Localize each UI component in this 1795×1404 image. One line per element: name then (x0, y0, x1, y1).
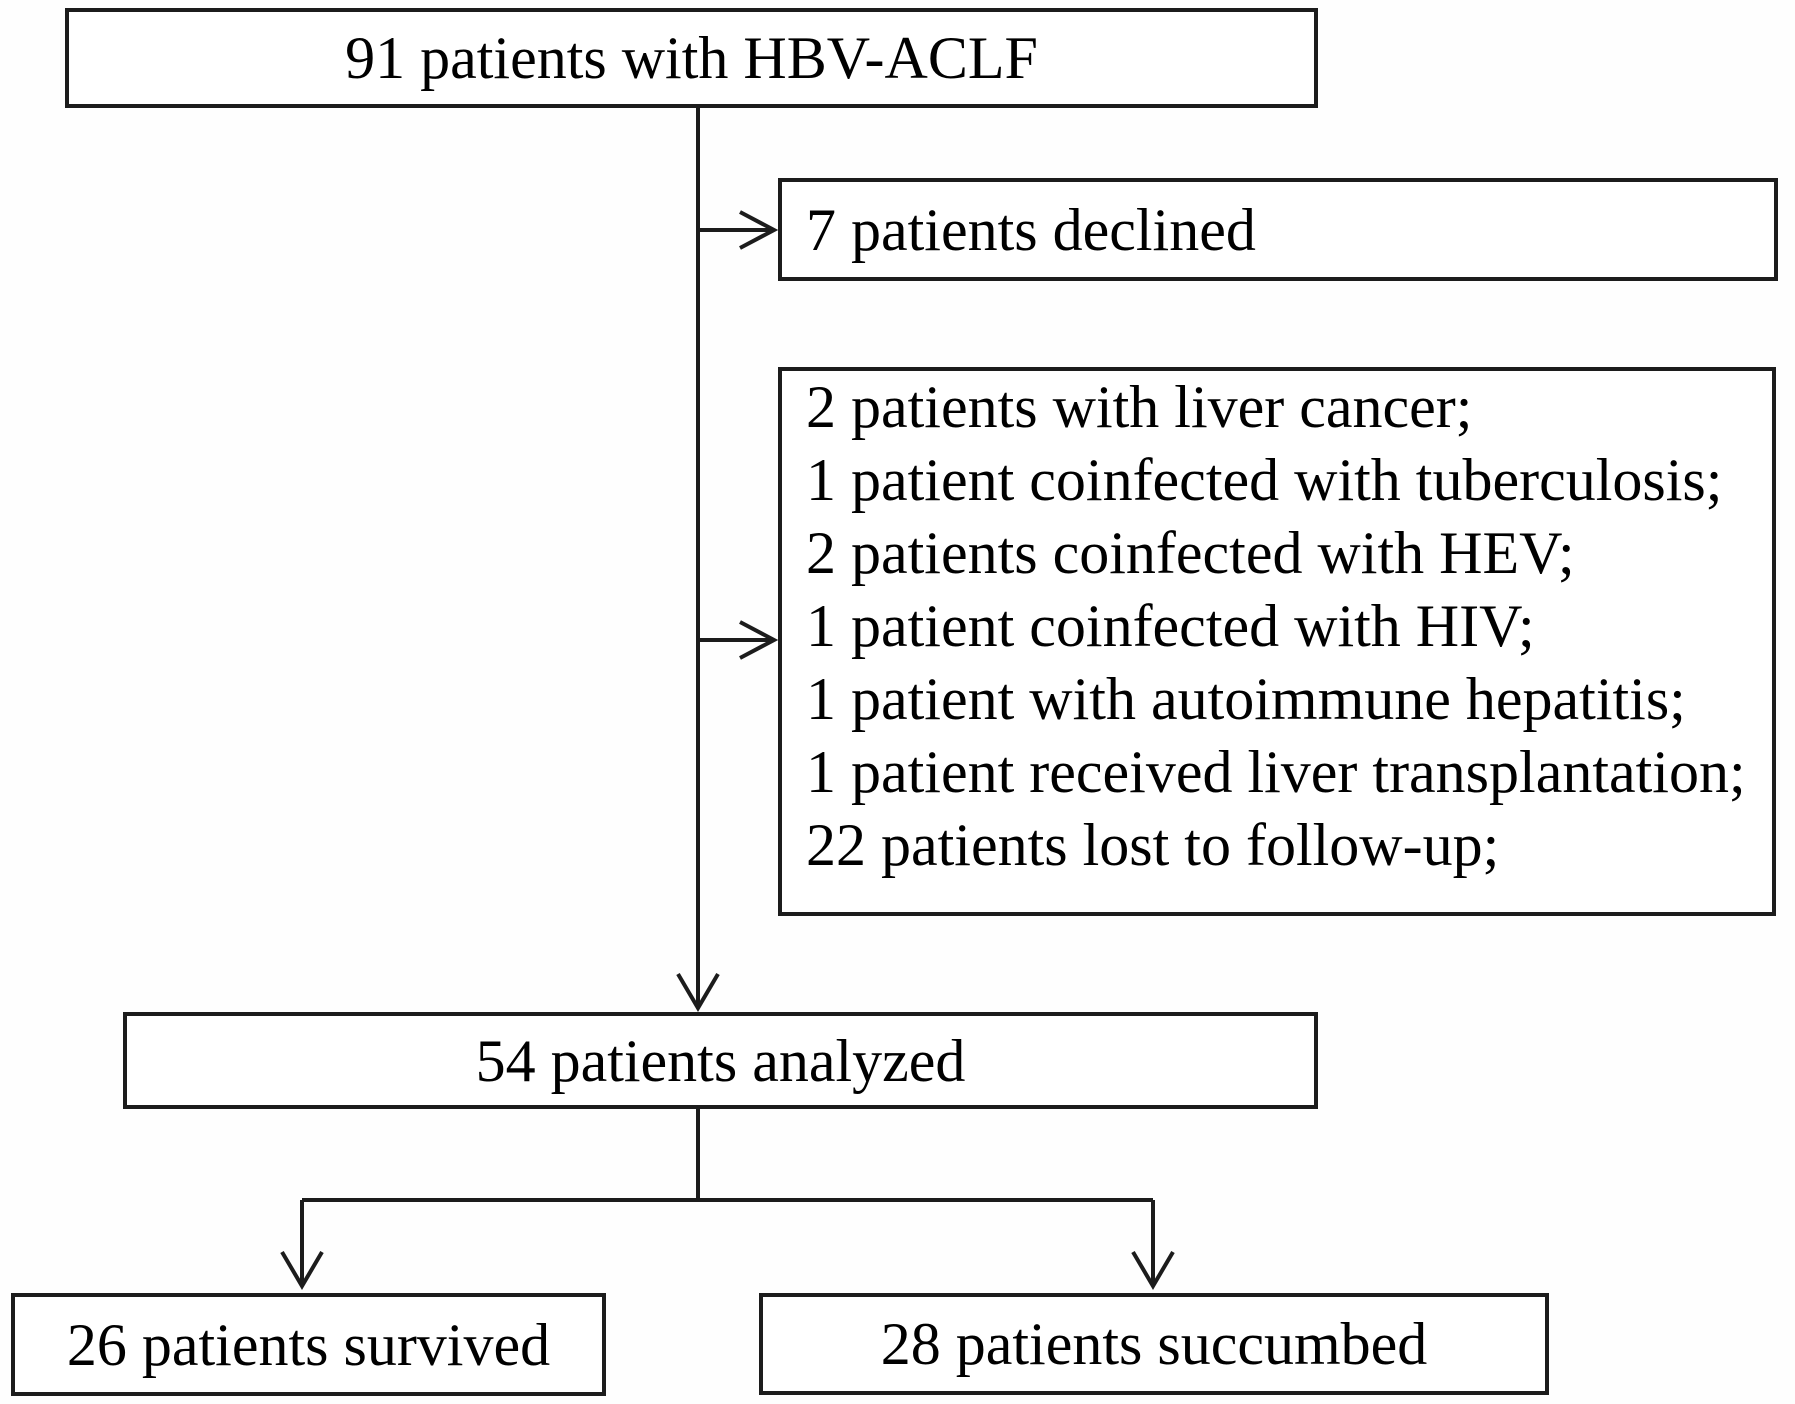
arrowhead-down-succumbed-icon (1131, 1250, 1175, 1290)
excluded-reason: 1 patient with autoimmune hepatitis; (806, 666, 1686, 732)
arrowhead-right-declined-icon (739, 210, 779, 250)
node-survived-label: 26 patients survived (66, 1311, 551, 1378)
excluded-reason: 1 patient coinfected with HIV; (806, 593, 1535, 659)
node-declined-label: 7 patients declined (806, 196, 1256, 263)
excluded-reason: 22 patients lost to follow-up; (806, 812, 1500, 878)
node-succumbed-label: 28 patients succumbed (880, 1311, 1428, 1377)
node-total-patients-label: 91 patients with HBV-ACLF (345, 25, 1038, 91)
excluded-reason: 2 patients coinfected with HEV; (806, 520, 1575, 586)
arrowhead-down-analyzed-icon (676, 972, 720, 1012)
excluded-reason: 2 patients with liver cancer; (806, 374, 1473, 440)
node-analyzed-label: 54 patients analyzed (475, 1027, 966, 1094)
arrowhead-down-survived-icon (280, 1250, 324, 1290)
node-total-patients: 91 patients with HBV-ACLF (65, 8, 1318, 108)
node-survived: 26 patients survived (11, 1293, 606, 1396)
node-analyzed: 54 patients analyzed (123, 1012, 1318, 1109)
excluded-reason: 1 patient coinfected with tuberculosis; (806, 447, 1723, 513)
arrowhead-right-excluded-icon (739, 620, 779, 660)
node-declined: 7 patients declined (778, 178, 1778, 281)
node-excluded: 2 patients with liver cancer; 1 patient … (778, 367, 1776, 916)
node-succumbed: 28 patients succumbed (759, 1293, 1549, 1395)
excluded-reason: 1 patient received liver transplantation… (806, 739, 1746, 805)
